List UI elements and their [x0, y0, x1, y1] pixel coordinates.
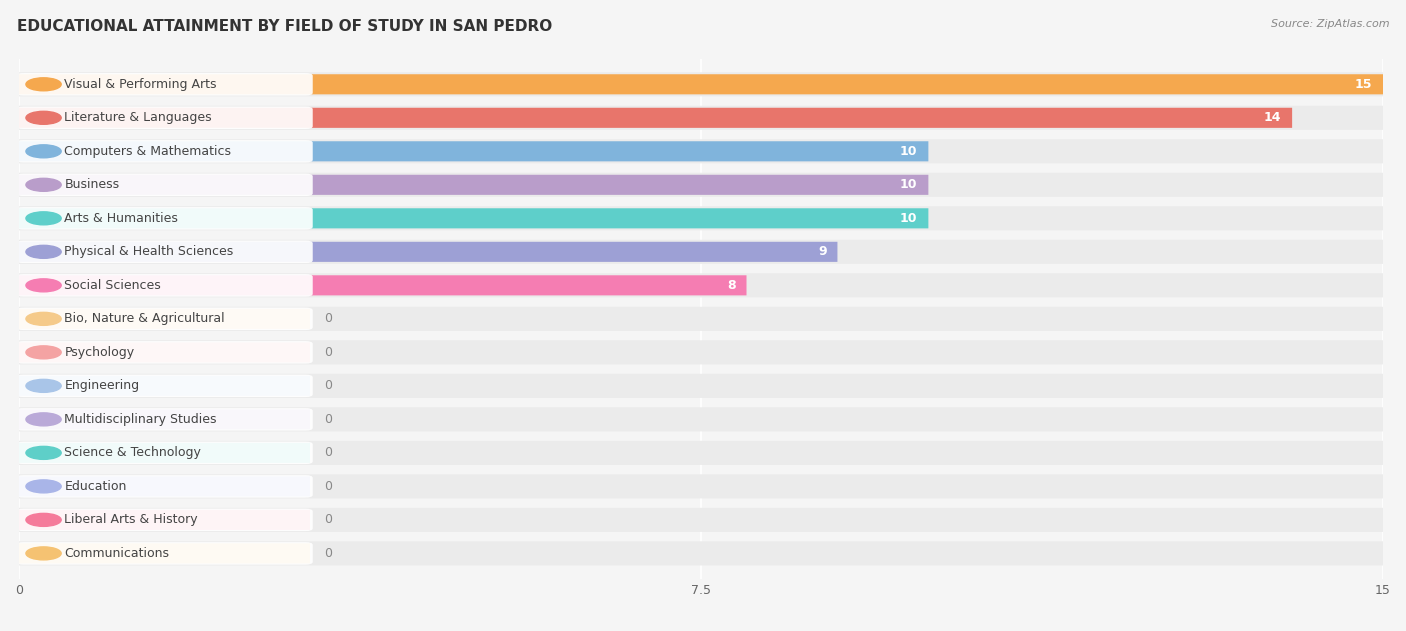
Text: Literature & Languages: Literature & Languages	[65, 111, 212, 124]
Circle shape	[25, 78, 62, 91]
FancyBboxPatch shape	[17, 207, 312, 230]
FancyBboxPatch shape	[20, 510, 309, 530]
FancyBboxPatch shape	[17, 375, 312, 397]
FancyBboxPatch shape	[20, 206, 1384, 230]
Text: Liberal Arts & History: Liberal Arts & History	[65, 514, 198, 526]
Text: Social Sciences: Social Sciences	[65, 279, 162, 292]
FancyBboxPatch shape	[17, 509, 312, 531]
Circle shape	[25, 312, 62, 326]
Text: 8: 8	[727, 279, 735, 292]
FancyBboxPatch shape	[20, 139, 1384, 163]
FancyBboxPatch shape	[20, 541, 1384, 565]
FancyBboxPatch shape	[20, 476, 309, 497]
Circle shape	[25, 446, 62, 459]
Text: Engineering: Engineering	[65, 379, 139, 392]
Circle shape	[25, 245, 62, 258]
FancyBboxPatch shape	[20, 342, 309, 362]
Text: 10: 10	[900, 144, 918, 158]
Circle shape	[25, 179, 62, 191]
Text: Bio, Nature & Agricultural: Bio, Nature & Agricultural	[65, 312, 225, 326]
Text: Multidisciplinary Studies: Multidisciplinary Studies	[65, 413, 217, 426]
Circle shape	[25, 379, 62, 392]
FancyBboxPatch shape	[17, 442, 312, 464]
Circle shape	[25, 111, 62, 124]
FancyBboxPatch shape	[20, 208, 928, 228]
Text: 15: 15	[1354, 78, 1372, 91]
FancyBboxPatch shape	[20, 543, 309, 563]
FancyBboxPatch shape	[20, 441, 1384, 465]
FancyBboxPatch shape	[17, 107, 312, 129]
FancyBboxPatch shape	[20, 240, 1384, 264]
Text: 0: 0	[323, 413, 332, 426]
Text: 0: 0	[323, 312, 332, 326]
Text: Computers & Mathematics: Computers & Mathematics	[65, 144, 232, 158]
Circle shape	[25, 514, 62, 526]
Text: Psychology: Psychology	[65, 346, 135, 359]
FancyBboxPatch shape	[20, 173, 1384, 197]
FancyBboxPatch shape	[17, 140, 312, 163]
Circle shape	[25, 279, 62, 292]
Text: 0: 0	[323, 379, 332, 392]
FancyBboxPatch shape	[20, 141, 928, 162]
Text: Education: Education	[65, 480, 127, 493]
FancyBboxPatch shape	[17, 475, 312, 498]
FancyBboxPatch shape	[17, 73, 312, 95]
Text: Arts & Humanities: Arts & Humanities	[65, 212, 179, 225]
FancyBboxPatch shape	[17, 542, 312, 565]
Text: Business: Business	[65, 179, 120, 191]
FancyBboxPatch shape	[20, 376, 309, 396]
Text: 0: 0	[323, 480, 332, 493]
FancyBboxPatch shape	[20, 443, 309, 463]
Circle shape	[25, 480, 62, 493]
FancyBboxPatch shape	[20, 72, 1384, 97]
Text: 0: 0	[323, 514, 332, 526]
Text: 9: 9	[818, 245, 827, 258]
Text: Communications: Communications	[65, 547, 170, 560]
FancyBboxPatch shape	[17, 274, 312, 297]
Text: 14: 14	[1264, 111, 1281, 124]
FancyBboxPatch shape	[20, 275, 747, 295]
FancyBboxPatch shape	[17, 408, 312, 430]
Circle shape	[25, 145, 62, 158]
FancyBboxPatch shape	[20, 410, 309, 430]
FancyBboxPatch shape	[17, 308, 312, 330]
Text: 0: 0	[323, 346, 332, 359]
FancyBboxPatch shape	[20, 175, 928, 195]
FancyBboxPatch shape	[20, 74, 1384, 95]
FancyBboxPatch shape	[20, 508, 1384, 532]
FancyBboxPatch shape	[20, 108, 1292, 128]
Text: Visual & Performing Arts: Visual & Performing Arts	[65, 78, 217, 91]
Text: 10: 10	[900, 212, 918, 225]
FancyBboxPatch shape	[20, 307, 1384, 331]
FancyBboxPatch shape	[17, 174, 312, 196]
FancyBboxPatch shape	[20, 242, 838, 262]
FancyBboxPatch shape	[17, 341, 312, 363]
FancyBboxPatch shape	[20, 309, 309, 329]
Text: 10: 10	[900, 179, 918, 191]
Text: Physical & Health Sciences: Physical & Health Sciences	[65, 245, 233, 258]
FancyBboxPatch shape	[20, 374, 1384, 398]
Circle shape	[25, 212, 62, 225]
FancyBboxPatch shape	[20, 106, 1384, 130]
FancyBboxPatch shape	[20, 475, 1384, 498]
Text: Source: ZipAtlas.com: Source: ZipAtlas.com	[1271, 19, 1389, 29]
Circle shape	[25, 346, 62, 359]
Text: 0: 0	[323, 547, 332, 560]
FancyBboxPatch shape	[17, 240, 312, 263]
Text: EDUCATIONAL ATTAINMENT BY FIELD OF STUDY IN SAN PEDRO: EDUCATIONAL ATTAINMENT BY FIELD OF STUDY…	[17, 19, 553, 34]
FancyBboxPatch shape	[20, 273, 1384, 297]
Circle shape	[25, 413, 62, 426]
FancyBboxPatch shape	[20, 407, 1384, 432]
FancyBboxPatch shape	[20, 340, 1384, 365]
Circle shape	[25, 547, 62, 560]
Text: 0: 0	[323, 446, 332, 459]
Text: Science & Technology: Science & Technology	[65, 446, 201, 459]
